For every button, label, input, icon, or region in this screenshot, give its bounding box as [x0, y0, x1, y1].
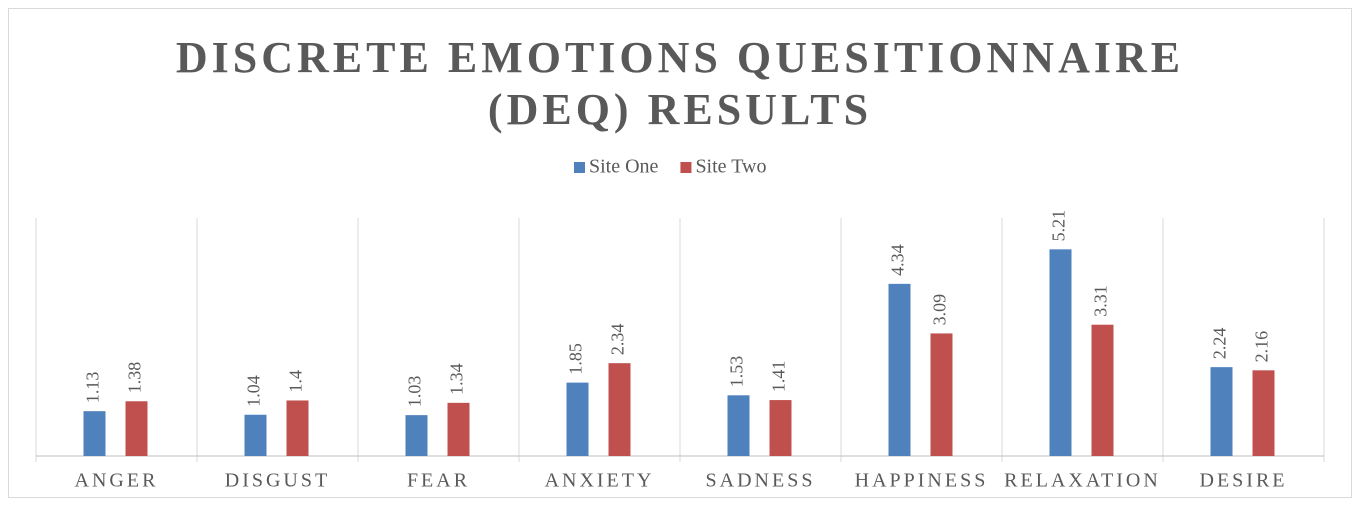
- bar: [727, 395, 750, 456]
- data-label: 1.41: [769, 361, 789, 393]
- data-label: 4.34: [888, 244, 908, 276]
- legend-label: Site One: [589, 156, 659, 178]
- chart-title: DISCRETE EMOTIONS QUESITIONNAIRE (DEQ) R…: [175, 33, 1185, 134]
- legend-label: Site Two: [695, 156, 766, 178]
- chart-border: [8, 8, 1352, 498]
- data-label: 1.03: [405, 376, 425, 408]
- data-label: 1.04: [244, 375, 264, 407]
- x-tick-label: FEAR: [407, 470, 470, 492]
- data-label: 1.34: [447, 363, 467, 395]
- data-label: 1.38: [125, 362, 145, 394]
- bar: [405, 415, 428, 456]
- data-label: 3.31: [1091, 285, 1111, 317]
- data-label: 1.53: [727, 356, 747, 388]
- bar: [769, 400, 792, 456]
- legend-swatch: [574, 162, 585, 173]
- data-label: 5.21: [1049, 210, 1069, 242]
- data-label: 2.34: [608, 324, 628, 356]
- x-tick-label: DISGUST: [225, 470, 330, 492]
- bar: [1091, 324, 1114, 456]
- bar: [1210, 367, 1233, 456]
- bar: [608, 363, 631, 456]
- bar: [888, 283, 911, 456]
- x-tick-label: RELAXATION: [1004, 470, 1161, 492]
- bar: [83, 411, 106, 456]
- x-tick-label: DESIRE: [1200, 470, 1288, 492]
- bar: [930, 333, 953, 456]
- data-label: 1.85: [566, 343, 586, 375]
- bar: [447, 402, 470, 456]
- data-label: 1.13: [83, 372, 103, 404]
- x-tick-label: ANXIETY: [545, 470, 655, 492]
- bar: [125, 401, 148, 456]
- bar: [1049, 249, 1072, 456]
- data-label: 2.24: [1210, 328, 1230, 360]
- data-label: 2.16: [1252, 331, 1272, 363]
- bar: [244, 414, 267, 456]
- x-tick-label: HAPPINESS: [855, 470, 989, 492]
- bar: [286, 400, 309, 456]
- x-tick-label: ANGER: [75, 470, 159, 492]
- bar: [566, 382, 589, 456]
- data-label: 3.09: [930, 294, 950, 326]
- x-tick-label: SADNESS: [706, 470, 816, 492]
- data-label: 1.4: [286, 370, 306, 393]
- legend-swatch: [680, 162, 692, 173]
- bar: [1252, 370, 1275, 456]
